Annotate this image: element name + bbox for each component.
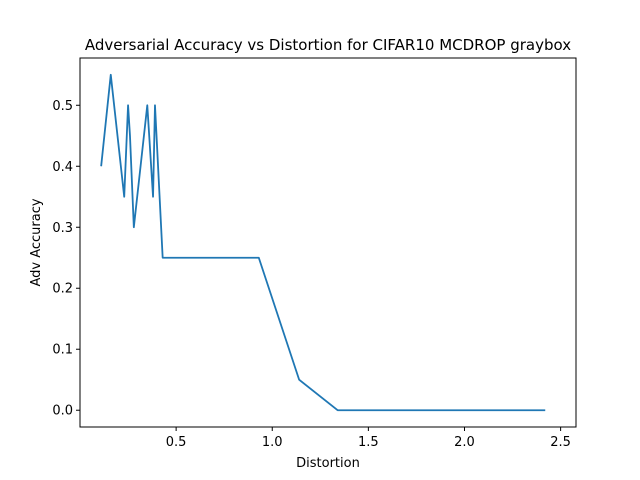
y-tick-label: 0.2 (52, 282, 73, 297)
x-tick-label: 1.5 (358, 435, 379, 450)
plot-frame (79, 57, 577, 428)
y-axis-label: Adv Accuracy (29, 198, 44, 286)
y-tick-label: 0.0 (52, 404, 73, 419)
x-tick-label: 2.0 (454, 435, 475, 450)
series-line-group (100, 73, 546, 412)
x-axis-ticks: 0.5 1.0 1.5 2.0 2.5 (166, 427, 571, 450)
y-tick-label: 0.1 (52, 343, 73, 358)
x-axis-label: Distortion (296, 456, 360, 471)
chart-title: Adversarial Accuracy vs Distortion for C… (85, 36, 571, 54)
y-tick-label: 0.4 (52, 160, 73, 175)
x-tick-label: 0.5 (166, 435, 187, 450)
y-tick-label: 0.3 (52, 221, 73, 236)
y-axis-ticks: 0.0 0.1 0.2 0.3 0.4 0.5 (52, 99, 80, 419)
x-tick-label: 2.5 (550, 435, 571, 450)
series-line (100, 73, 546, 412)
x-tick-label: 1.0 (262, 435, 283, 450)
y-tick-label: 0.5 (52, 99, 73, 114)
